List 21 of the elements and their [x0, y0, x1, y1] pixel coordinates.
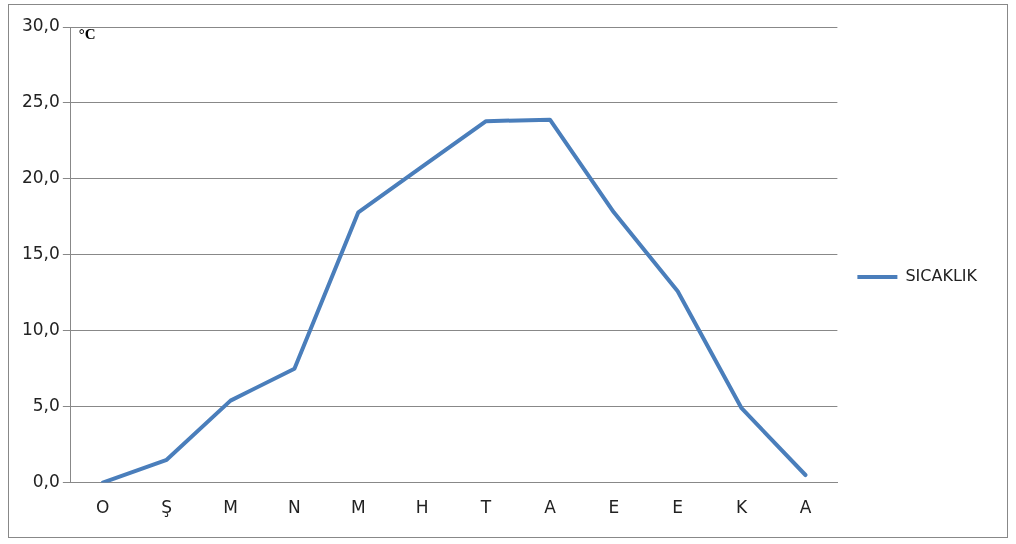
x-tick-label: K: [736, 497, 748, 518]
y-tick-label: 25,0: [21, 91, 60, 112]
y-axis-title: °C: [78, 26, 96, 43]
y-tick-label: 10,0: [21, 319, 60, 340]
y-tick-label: 15,0: [21, 243, 60, 264]
y-tick-label: 20,0: [21, 167, 60, 188]
x-tick-label: O: [96, 497, 110, 518]
x-tick-label: E: [672, 497, 684, 518]
x-tick-label: Ş: [161, 497, 173, 518]
x-tick-label: H: [415, 497, 429, 518]
x-tick-label: A: [799, 497, 812, 518]
y-tick-label: 0,0: [32, 471, 60, 492]
x-tick-label: T: [479, 497, 492, 518]
y-tick-label: 30,0: [21, 15, 60, 36]
y-tick-label: 5,0: [32, 395, 60, 416]
x-tick-label: M: [223, 497, 238, 518]
x-tick-label: M: [350, 497, 366, 518]
x-tick-label: N: [288, 497, 301, 518]
x-tick-label: E: [608, 497, 620, 518]
x-tick-label: A: [544, 497, 557, 518]
legend-label: SICAKLIK: [905, 266, 978, 286]
